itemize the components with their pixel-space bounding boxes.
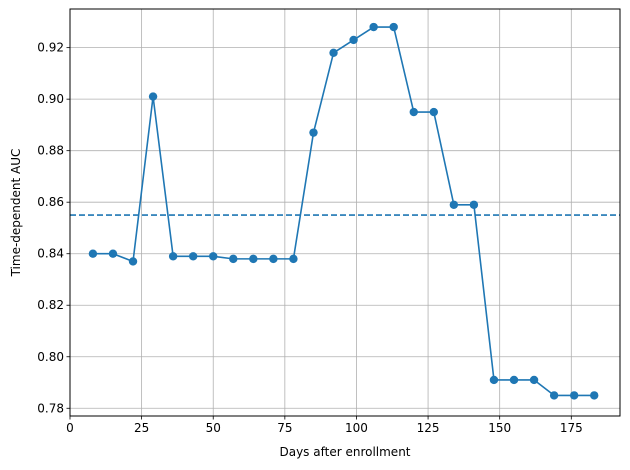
- data-point: [329, 48, 338, 57]
- data-point: [188, 252, 198, 261]
- data-point: [369, 22, 378, 32]
- data-point: [209, 252, 218, 261]
- data-point: [590, 391, 599, 400]
- data-point: [88, 249, 98, 258]
- x-tick-label: 75: [277, 421, 292, 435]
- y-tick-label: 0.88: [37, 144, 64, 158]
- data-point: [269, 254, 278, 264]
- x-tick-label: 150: [488, 421, 511, 435]
- data-point: [289, 254, 298, 264]
- y-tick-label: 0.84: [37, 247, 64, 261]
- series-layer: [88, 22, 599, 400]
- y-axis-label: Time-dependent AUC: [9, 149, 23, 278]
- data-point: [108, 249, 118, 258]
- data-point: [229, 254, 238, 264]
- data-point: [128, 257, 138, 266]
- data-point: [489, 375, 499, 385]
- x-axis-label: Days after enrollment: [279, 445, 410, 459]
- x-axis-ticks: 0 25 50 75 100 125 150 175: [66, 416, 583, 435]
- x-tick-label: 50: [206, 421, 221, 435]
- x-tick-label: 0: [66, 421, 74, 435]
- data-point: [509, 375, 519, 385]
- data-point: [249, 254, 258, 264]
- x-tick-label: 125: [417, 421, 440, 435]
- x-tick-label: 175: [560, 421, 583, 435]
- x-tick-label: 100: [345, 421, 368, 435]
- data-point: [449, 200, 459, 209]
- y-tick-label: 0.92: [37, 41, 64, 55]
- data-point: [349, 35, 358, 45]
- data-point: [309, 128, 318, 137]
- y-tick-label: 0.90: [37, 92, 64, 106]
- data-point: [168, 252, 178, 261]
- data-point: [389, 22, 398, 32]
- plot-frame: [69, 8, 621, 417]
- data-point: [529, 375, 539, 385]
- y-tick-label: 0.78: [37, 401, 64, 415]
- data-point: [409, 107, 418, 117]
- data-point: [429, 107, 439, 117]
- y-axis-ticks: 0.78 0.80 0.82 0.84 0.86 0.88 0.90 0.92: [37, 41, 70, 415]
- data-point: [569, 391, 579, 400]
- data-point: [148, 92, 158, 101]
- data-point: [469, 200, 479, 209]
- x-tick-label: 25: [134, 421, 149, 435]
- y-tick-label: 0.86: [37, 195, 64, 209]
- data-point: [549, 391, 559, 400]
- y-tick-label: 0.80: [37, 350, 64, 364]
- y-tick-label: 0.82: [37, 298, 64, 312]
- grid: [69, 9, 620, 416]
- series-line: [92, 26, 595, 397]
